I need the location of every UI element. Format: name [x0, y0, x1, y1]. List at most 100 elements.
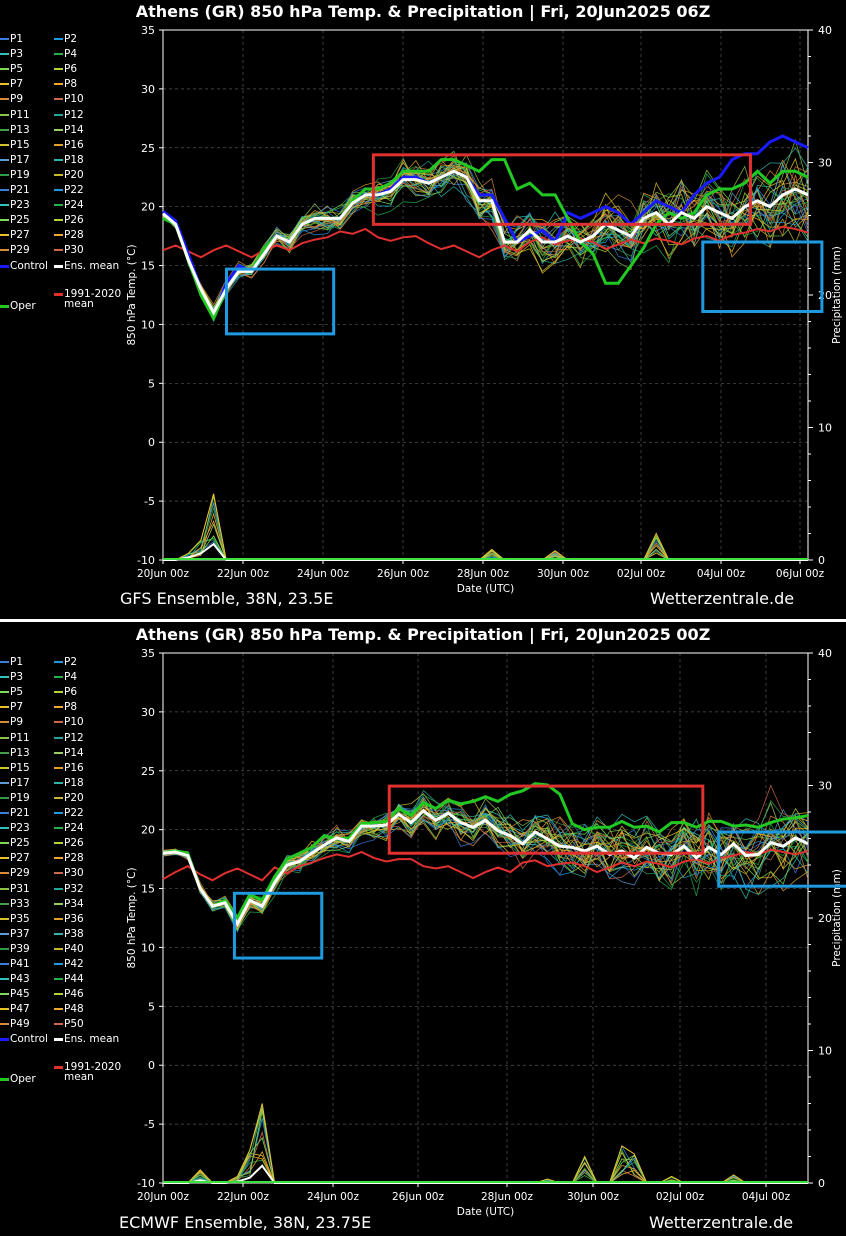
legend-swatch — [0, 234, 9, 237]
legend-label: P44 — [64, 973, 84, 986]
legend-swatch — [54, 751, 63, 754]
legend-label: P5 — [10, 63, 24, 76]
legend-item-p36: P36 — [54, 913, 84, 925]
legend-label: P12 — [64, 108, 84, 121]
legend-swatch — [0, 978, 9, 981]
legend-label: P29 — [10, 867, 30, 880]
legend-swatch — [54, 1037, 63, 1041]
legend-label: P25 — [10, 837, 30, 850]
y-tick-label: 20 — [141, 824, 155, 837]
legend-item-oper: Oper — [0, 300, 36, 312]
legend-item-p20: P20 — [54, 792, 84, 804]
legend-swatch — [0, 219, 9, 222]
ensemble-members — [162, 784, 809, 933]
legend-item-p11: P11 — [0, 732, 30, 744]
legend-item-p49: P49 — [0, 1018, 30, 1030]
legend-label: P16 — [64, 761, 84, 774]
legend-item-p48: P48 — [54, 1003, 84, 1015]
legend-swatch — [0, 812, 9, 814]
legend-label: P11 — [10, 731, 30, 744]
precip-member-line — [163, 1118, 808, 1184]
legend-item-p46: P46 — [54, 988, 84, 1000]
legend-item-p17: P17 — [0, 777, 30, 789]
legend-swatch — [54, 68, 63, 71]
legend-item-p13: P13 — [0, 124, 30, 136]
y2-axis-label: Precipitation (mm) — [831, 869, 843, 967]
legend-swatch — [54, 38, 63, 40]
precip-member-line — [163, 1110, 808, 1184]
legend-item-p19: P19 — [0, 169, 30, 181]
legend-label: P4 — [64, 671, 78, 684]
legend-swatch — [0, 189, 9, 191]
x-tick-label: 26Jun 00z — [392, 1191, 444, 1203]
legend-swatch — [54, 781, 63, 784]
legend-label: P7 — [10, 78, 24, 91]
legend-swatch — [54, 978, 63, 981]
legend-swatch — [54, 661, 63, 663]
legend-item-p33: P33 — [0, 898, 30, 910]
legend-label: P39 — [10, 942, 30, 955]
legend-item-p6: P6 — [54, 63, 77, 75]
legend-item-p41: P41 — [0, 958, 30, 970]
y2-axis-label: Precipitation (mm) — [831, 246, 843, 344]
legend-item-p9: P9 — [0, 716, 23, 728]
legend-swatch — [0, 1037, 9, 1041]
legend-item-p8: P8 — [54, 78, 77, 90]
precip-member-line — [163, 1109, 808, 1184]
legend-label: P37 — [10, 927, 30, 940]
y2-tick-label: 0 — [818, 1177, 825, 1190]
legend-swatch — [0, 781, 9, 784]
y-tick-label: 30 — [141, 83, 155, 96]
legend-swatch — [0, 827, 9, 830]
legend-swatch — [54, 827, 63, 830]
legend-label: P30 — [64, 867, 84, 880]
legend-swatch — [54, 98, 63, 101]
member-line — [162, 164, 809, 306]
legend-label: P10 — [64, 716, 84, 729]
y-tick-label: 30 — [141, 706, 155, 719]
legend-item-p31: P31 — [0, 883, 30, 895]
legend-label: P13 — [10, 123, 30, 136]
legend-label: P46 — [64, 988, 84, 1001]
precip-member-line — [163, 503, 808, 561]
legend-swatch — [54, 796, 63, 799]
legend-swatch — [54, 872, 63, 875]
legend-item-p27: P27 — [0, 852, 30, 864]
legend-item-p12: P12 — [54, 109, 84, 121]
y-tick-label: 35 — [141, 24, 155, 37]
legend-label: P21 — [10, 184, 30, 196]
legend-label: P3 — [10, 48, 24, 61]
model-label: ECMWF Ensemble, 38N, 23.75E — [119, 1213, 372, 1232]
legend-item-p15: P15 — [0, 139, 30, 151]
legend-label: P15 — [10, 138, 30, 151]
legend-label: P19 — [10, 791, 30, 804]
legend-swatch — [54, 189, 63, 191]
legend-item-p3: P3 — [0, 48, 23, 60]
x-tick-label: 22Jun 00z — [217, 568, 269, 580]
x-tick-label: 22Jun 00z — [217, 1191, 269, 1203]
legend-swatch — [0, 857, 9, 860]
legend-label: P50 — [64, 1018, 84, 1031]
legend-swatch — [0, 249, 9, 252]
legend-label: P7 — [10, 701, 24, 714]
legend-item-p34: P34 — [54, 898, 84, 910]
legend-item-p25: P25 — [0, 837, 30, 849]
legend-item-p9: P9 — [0, 93, 23, 105]
annotation-box — [701, 240, 824, 313]
legend-item-p21: P21 — [0, 807, 30, 819]
legend-item-p22: P22 — [54, 184, 84, 196]
legend-label: P1 — [10, 656, 24, 668]
legend-swatch — [0, 83, 9, 86]
ecmwf-chart: 35 30 25 20 15 10 5 0 -5 -10 40 30 20 10 0 20Jun 00z 22J… — [126, 647, 846, 1218]
legend-item-p35: P35 — [0, 913, 30, 925]
legend-item-p28: P28 — [54, 852, 84, 864]
chart-title: Athens (GR) 850 hPa Temp. & Precipitatio… — [135, 625, 711, 644]
ecmwf-panel: Athens (GR) 850 hPa Temp. & Precipitatio… — [0, 623, 846, 1236]
legend-swatch — [0, 173, 9, 176]
annotation-box — [371, 153, 752, 226]
legend-label: P49 — [10, 1018, 30, 1031]
legend-item-p24: P24 — [54, 822, 84, 834]
legend-item-p30: P30 — [54, 867, 84, 879]
legend-item-p17: P17 — [0, 154, 30, 166]
legend-label: P23 — [10, 199, 30, 212]
